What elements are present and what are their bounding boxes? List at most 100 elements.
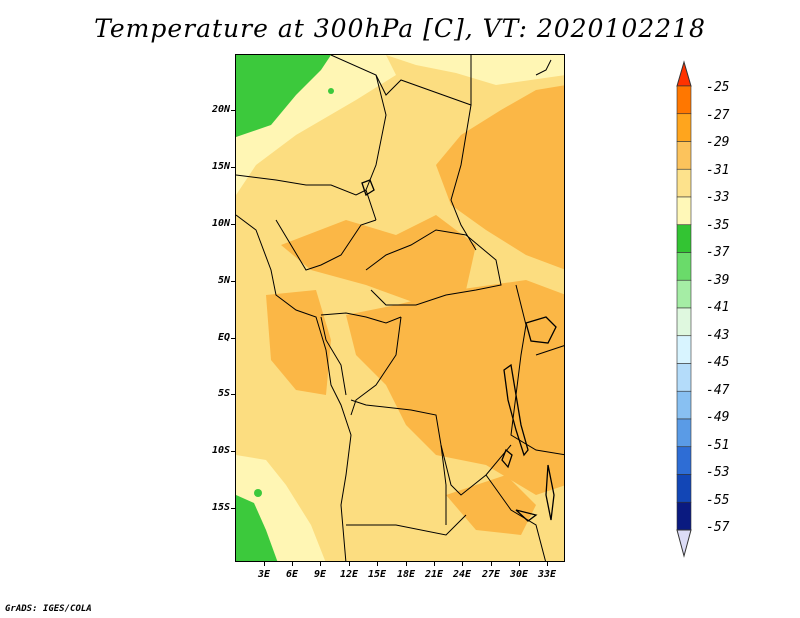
- lat-tick: [231, 451, 235, 452]
- border-angola-zambia: [440, 444, 447, 525]
- lon-label-24e: 24E: [452, 569, 472, 580]
- border-cameroon-gabon: [320, 312, 402, 324]
- field-cool-north: [386, 55, 564, 85]
- colorbar-label-m29: -29: [706, 135, 730, 150]
- lon-tick: [320, 562, 321, 566]
- field-warm-northeast: [436, 85, 564, 270]
- lat-label-eq: EQ: [217, 332, 230, 343]
- border-angola-namibia: [346, 514, 467, 536]
- colorbar-label-m53: -53: [706, 465, 730, 480]
- border-nigeria-cameroon: [275, 219, 377, 271]
- coastline-west: [236, 214, 352, 561]
- colorbar-label-m55: -55: [706, 493, 730, 508]
- colorbar-label-m43: -43: [706, 328, 730, 343]
- lat-tick: [231, 338, 235, 339]
- lon-tick: [406, 562, 407, 566]
- border-congo-drc: [350, 316, 402, 416]
- lat-label-15s: 15S: [211, 502, 230, 513]
- coastline-northeast: [535, 59, 552, 76]
- lon-label-15e: 15E: [367, 569, 387, 580]
- lat-label-10n: 10N: [211, 218, 230, 229]
- colorbar-swatch: [676, 196, 692, 226]
- field-green-spot-2: [328, 88, 334, 94]
- lake-victoria: [525, 316, 557, 344]
- colorbar-swatch: [676, 113, 692, 142]
- lon-label-9e: 9E: [313, 569, 327, 580]
- colorbar-swatch: [676, 501, 692, 531]
- lat-tick: [231, 110, 235, 111]
- lon-tick: [519, 562, 520, 566]
- lake-malawi: [545, 464, 555, 521]
- colorbar-top-arrow: [676, 60, 692, 87]
- lon-tick: [434, 562, 435, 566]
- colorbar-label-m25: -25: [706, 80, 730, 95]
- lat-tick: [231, 281, 235, 282]
- colorbar-swatch: [676, 363, 692, 392]
- lake-mweru: [501, 448, 513, 469]
- colorbar-label-m39: -39: [706, 273, 730, 288]
- colorbar-swatch: [676, 335, 692, 364]
- lat-label-5s: 5S: [217, 388, 230, 399]
- colorbar-swatch: [676, 252, 692, 281]
- field-green-northwest: [236, 55, 331, 137]
- field-green-spot-1: [254, 489, 262, 497]
- lon-tick: [292, 562, 293, 566]
- colorbar-label-m51: -51: [706, 438, 730, 453]
- map-panel: [235, 54, 565, 562]
- lakes: [361, 179, 557, 522]
- colorbar-label-m47: -47: [706, 383, 730, 398]
- lat-label-20n: 20N: [211, 104, 230, 115]
- temperature-field: [236, 55, 564, 561]
- colorbar-label-m45: -45: [706, 355, 730, 370]
- colorbar-swatch: [676, 85, 692, 115]
- borders: [236, 55, 564, 561]
- lon-tick: [462, 562, 463, 566]
- colorbar-label-m41: -41: [706, 300, 730, 315]
- field-green-southwest: [236, 495, 278, 561]
- lon-label-12e: 12E: [339, 569, 359, 580]
- border-libya-chad: [330, 55, 472, 106]
- lat-tick: [231, 508, 235, 509]
- map-title: Temperature at 300hPa [C], VT: 202010221…: [94, 14, 706, 43]
- lon-label-18e: 18E: [396, 569, 416, 580]
- colorbar-swatch: [676, 168, 692, 198]
- colorbar-label-m35: -35: [706, 218, 730, 233]
- colorbar-label-m33: -33: [706, 190, 730, 205]
- field-warm-south: [446, 475, 536, 535]
- lake-kariba: [515, 509, 538, 522]
- lat-label-10s: 10S: [211, 445, 230, 456]
- lat-label-5n: 5N: [217, 275, 230, 286]
- colorbar-label-m37: -37: [706, 245, 730, 260]
- lon-tick: [377, 562, 378, 566]
- colorbar-label-m27: -27: [706, 108, 730, 123]
- lon-label-33e: 33E: [537, 569, 557, 580]
- border-gabon: [320, 316, 347, 396]
- colorbar: [676, 60, 692, 558]
- lon-tick: [491, 562, 492, 566]
- footer-credit: GrADS: IGES/COLA: [5, 604, 92, 614]
- lat-tick: [231, 224, 235, 225]
- colorbar-swatch: [676, 307, 692, 337]
- colorbar-swatch: [676, 446, 692, 475]
- colorbar-swatch: [676, 474, 692, 503]
- colorbar-swatch: [676, 418, 692, 448]
- lon-label-6e: 6E: [285, 569, 299, 580]
- lake-tanganyika: [503, 363, 529, 457]
- lon-label-3e: 3E: [257, 569, 271, 580]
- colorbar-swatch: [676, 141, 692, 170]
- border-niger-chad: [365, 74, 387, 221]
- colorbar-label-m57: -57: [706, 520, 730, 535]
- colorbar-swatch: [676, 224, 692, 253]
- lon-tick: [264, 562, 265, 566]
- colorbar-swatch: [676, 390, 692, 420]
- border-chad-sudan: [450, 104, 477, 251]
- colorbar-swatch: [676, 279, 692, 309]
- lon-tick: [547, 562, 548, 566]
- colorbar-bottom-arrow: [676, 529, 692, 558]
- lat-tick: [231, 167, 235, 168]
- field-warm-congo: [346, 280, 564, 495]
- lon-tick: [349, 562, 350, 566]
- lon-label-27e: 27E: [481, 569, 501, 580]
- lat-tick: [231, 394, 235, 395]
- colorbar-label-m31: -31: [706, 163, 730, 178]
